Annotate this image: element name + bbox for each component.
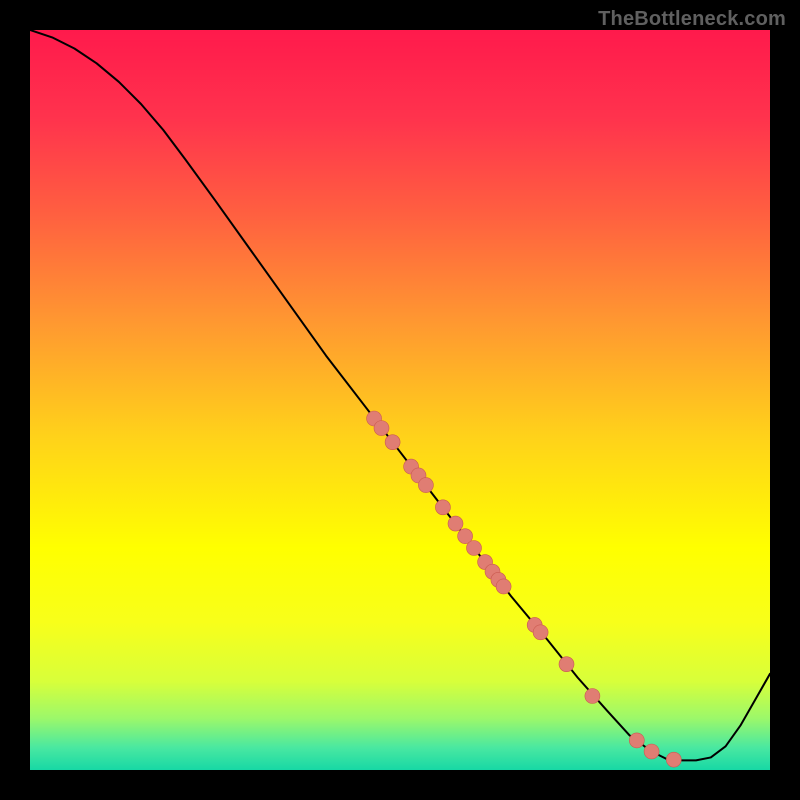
plot-svg [30,30,770,770]
data-point [629,733,644,748]
watermark: TheBottleneck.com [598,8,786,31]
data-point [435,500,450,515]
data-point [385,435,400,450]
data-point [559,657,574,672]
data-point [467,541,482,556]
data-point [448,516,463,531]
plot-area [30,30,770,770]
data-point [533,625,548,640]
data-point [374,421,389,436]
chart-container: TheBottleneck.com [0,0,800,800]
data-point [496,579,511,594]
gradient-background [30,30,770,770]
data-point [666,752,681,767]
data-point [418,478,433,493]
data-point [644,744,659,759]
data-point [585,689,600,704]
